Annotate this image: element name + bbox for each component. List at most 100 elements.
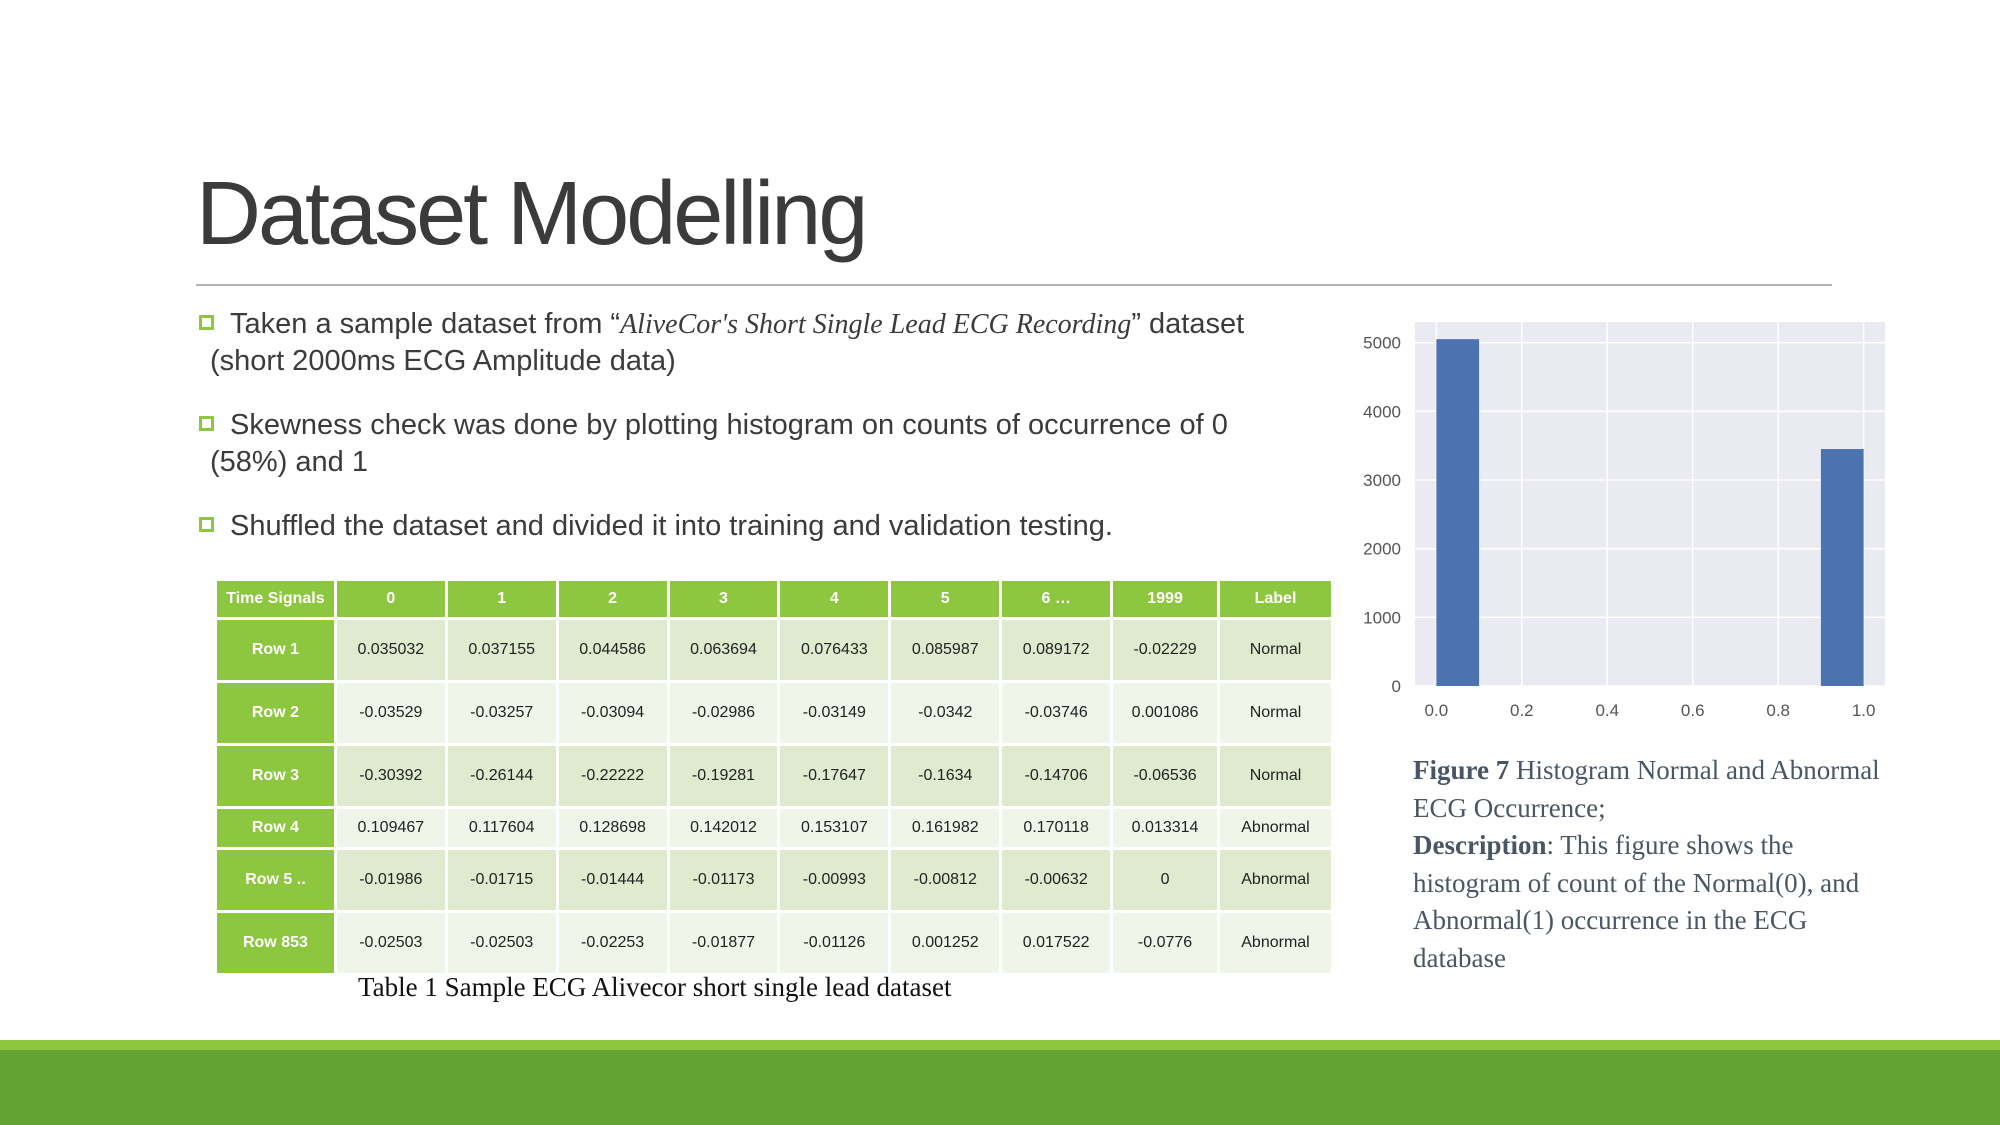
bullet-text: Shuffled the dataset and divided it into… — [230, 510, 1113, 542]
table-cell: 0.109467 — [336, 809, 445, 847]
table-cell: -0.02986 — [669, 683, 778, 743]
ecg-data-table: Time Signals 0 1 2 3 4 5 6 … 1999 Label … — [214, 578, 1334, 976]
figure-caption: Figure 7 Histogram Normal and Abnormal E… — [1413, 755, 1880, 973]
row-header: Row 4 — [217, 809, 334, 847]
table-cell: 0.170118 — [1002, 809, 1111, 847]
row-header: Row 1 — [217, 620, 334, 680]
table-cell: -0.01986 — [336, 850, 445, 910]
table-cell: 0.001252 — [891, 913, 1000, 973]
table-cell: Abnormal — [1220, 913, 1331, 973]
table-cell: -0.02229 — [1113, 620, 1217, 680]
table-cell: -0.19281 — [669, 746, 778, 806]
table-cell: 0.161982 — [891, 809, 1000, 847]
table-cell: -0.30392 — [336, 746, 445, 806]
table-cell: 0.085987 — [891, 620, 1000, 680]
table-cell: -0.22222 — [558, 746, 667, 806]
y-tick-label: 0 — [1392, 677, 1401, 696]
y-tick-label: 3000 — [1363, 471, 1401, 490]
y-tick-label: 2000 — [1363, 540, 1401, 559]
table-cell: -0.26144 — [447, 746, 556, 806]
table-cell: Normal — [1220, 683, 1331, 743]
bullet-item: Shuffled the dataset and divided it into… — [196, 508, 1326, 545]
x-tick-label: 0.0 — [1425, 701, 1449, 720]
column-header: 1 — [447, 581, 556, 617]
table-row: Row 4 0.109467 0.117604 0.128698 0.142012 0.1… — [217, 809, 1331, 847]
histogram-chart: 0 1000 2000 3000 4000 5000 0.0 0.2 0.4 0.6 0.8 1.0 — [1363, 322, 1885, 720]
table-cell: -0.06536 — [1113, 746, 1217, 806]
table-cell: Normal — [1220, 746, 1331, 806]
table-cell: -0.03529 — [336, 683, 445, 743]
table-cell: 0.001086 — [1113, 683, 1217, 743]
column-header: 2 — [558, 581, 667, 617]
table-cell: -0.1634 — [891, 746, 1000, 806]
table-cell: 0.128698 — [558, 809, 667, 847]
column-header: 3 — [669, 581, 778, 617]
table-cell: Abnormal — [1220, 809, 1331, 847]
x-tick-label: 0.2 — [1510, 701, 1534, 720]
table-cell: 0.063694 — [669, 620, 778, 680]
table-cell: -0.17647 — [780, 746, 889, 806]
table-caption: Table 1 Sample ECG Alivecor short single… — [358, 972, 952, 1002]
table-cell: -0.03149 — [780, 683, 889, 743]
row-header: Row 5 .. — [217, 850, 334, 910]
table-cell: 0.142012 — [669, 809, 778, 847]
column-header: 1999 — [1113, 581, 1217, 617]
bullet-item: Skewness check was done by plotting hist… — [196, 407, 1326, 481]
x-tick-label: 0.8 — [1766, 701, 1790, 720]
table-cell: -0.0342 — [891, 683, 1000, 743]
table-cell: -0.02503 — [447, 913, 556, 973]
table-row: Row 853 -0.02503 -0.02503 -0.02253 -0.01877-… — [217, 913, 1331, 973]
column-header: 4 — [780, 581, 889, 617]
x-tick-label: 0.6 — [1681, 701, 1705, 720]
table-cell: -0.02253 — [558, 913, 667, 973]
table-cell: 0.076433 — [780, 620, 889, 680]
table-cell: -0.03746 — [1002, 683, 1111, 743]
table-cell: -0.03094 — [558, 683, 667, 743]
table-cell: -0.0776 — [1113, 913, 1217, 973]
bullet-list: Taken a sample dataset from “AliveCor's … — [196, 306, 1326, 572]
table-cell: -0.02503 — [336, 913, 445, 973]
table-cell: -0.01173 — [669, 850, 778, 910]
table-cell: 0.013314 — [1113, 809, 1217, 847]
table-cell: -0.03257 — [447, 683, 556, 743]
footer-accent-bar — [0, 1040, 2000, 1050]
table-cell: -0.01877 — [669, 913, 778, 973]
bullet-text: Skewness check was done by plotting hist… — [210, 409, 1228, 478]
table-cell: 0.037155 — [447, 620, 556, 680]
slide-title: Dataset Modelling — [196, 164, 868, 264]
checkbox-bullet-icon — [199, 416, 214, 431]
x-tick-label: 1.0 — [1852, 701, 1876, 720]
checkbox-bullet-icon — [199, 517, 214, 532]
table-row: Row 2 -0.03529 -0.03257 -0.03094 -0.02986 -0.… — [217, 683, 1331, 743]
plot-area — [1415, 322, 1885, 686]
table-cell: Abnormal — [1220, 850, 1331, 910]
bullet-text: Taken a sample dataset from “AliveCor's … — [210, 308, 1245, 377]
checkbox-bullet-icon — [199, 315, 214, 330]
row-header: Row 853 — [217, 913, 334, 973]
table-row: Row 5 .. -0.01986 -0.01715 -0.01444 -0.01173… — [217, 850, 1331, 910]
y-tick-label: 5000 — [1363, 334, 1401, 353]
y-tick-label: 4000 — [1363, 402, 1401, 421]
column-header: Time Signals — [217, 581, 334, 617]
dataset-name: AliveCor's Short Single Lead ECG Recordi… — [620, 309, 1132, 340]
row-header: Row 3 — [217, 746, 334, 806]
table-cell: 0 — [1113, 850, 1217, 910]
column-header: 0 — [336, 581, 445, 617]
table-cell: -0.01126 — [780, 913, 889, 973]
table-cell: Normal — [1220, 620, 1331, 680]
table-cell: 0.017522 — [1002, 913, 1111, 973]
histogram-bar — [1820, 449, 1864, 686]
table-cell: 0.153107 — [780, 809, 889, 847]
table-row: Row 3 -0.30392 -0.26144 -0.22222 -0.19281 -0.… — [217, 746, 1331, 806]
table-cell: -0.01715 — [447, 850, 556, 910]
table-cell: -0.14706 — [1002, 746, 1111, 806]
table-cell: -0.00993 — [780, 850, 889, 910]
table-cell: 0.117604 — [447, 809, 556, 847]
footer-bar — [0, 1050, 2000, 1125]
table-cell: 0.044586 — [558, 620, 667, 680]
table-header-row: Time Signals 0 1 2 3 4 5 6 … 1999 Label — [217, 581, 1331, 617]
table-cell: -0.00632 — [1002, 850, 1111, 910]
table-cell: 0.089172 — [1002, 620, 1111, 680]
table-row: Row 1 0.035032 0.037155 0.044586 0.063694 0.0… — [217, 620, 1331, 680]
column-header: 6 … — [1002, 581, 1111, 617]
